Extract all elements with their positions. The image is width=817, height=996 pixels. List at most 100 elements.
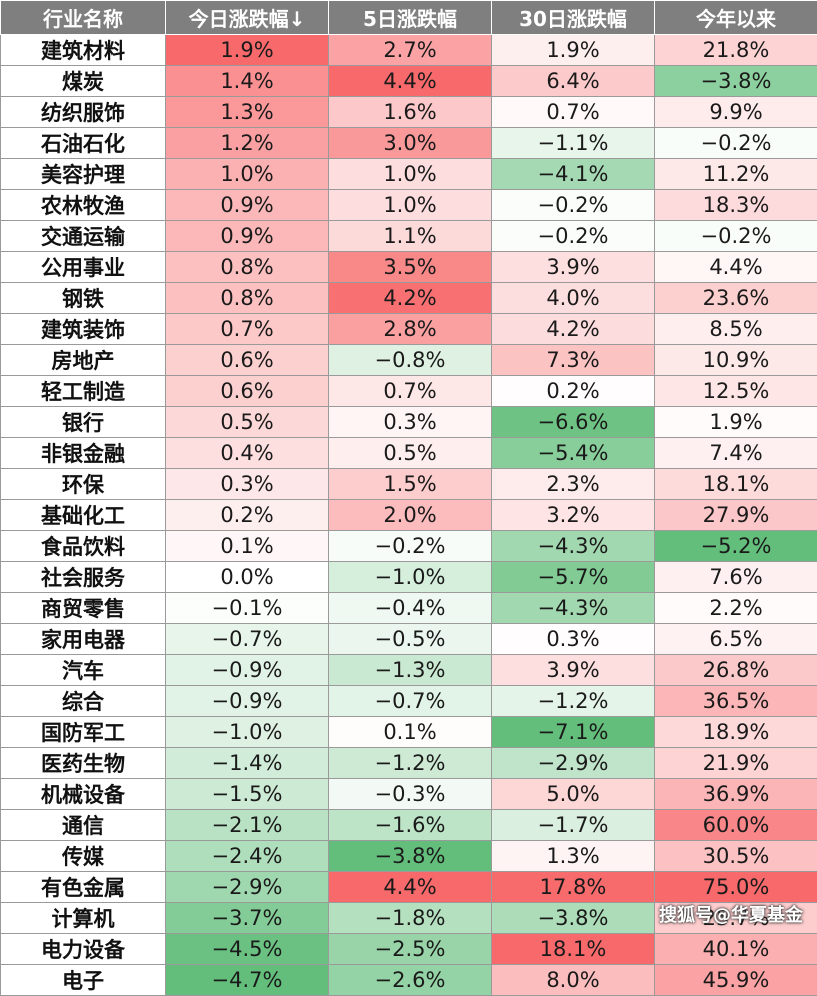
5day-change-cell: 1.6% <box>329 97 492 128</box>
industry-name-cell: 机械设备 <box>1 779 166 810</box>
industry-name-cell: 国防军工 <box>1 717 166 748</box>
30day-change-cell: 7.3% <box>492 345 655 376</box>
today-change-cell: −1.4% <box>166 748 329 779</box>
column-header-industry[interactable]: 行业名称 <box>1 1 166 35</box>
industry-name-cell: 基础化工 <box>1 500 166 531</box>
5day-change-cell: −0.5% <box>329 624 492 655</box>
5day-change-cell: 1.5% <box>329 469 492 500</box>
industry-name-cell: 家用电器 <box>1 624 166 655</box>
today-change-cell: −2.1% <box>166 810 329 841</box>
ytd-change-cell: 60.0% <box>655 810 817 841</box>
5day-change-cell: 2.8% <box>329 314 492 345</box>
ytd-change-cell: 11.2% <box>655 159 817 190</box>
30day-change-cell: 17.8% <box>492 872 655 903</box>
5day-change-cell: −2.6% <box>329 965 492 996</box>
ytd-change-cell: 18.1% <box>655 469 817 500</box>
industry-name-cell: 商贸零售 <box>1 593 166 624</box>
column-header-5day-change[interactable]: 5日涨跌幅 <box>329 1 492 35</box>
5day-change-cell: −1.6% <box>329 810 492 841</box>
today-change-cell: 0.8% <box>166 283 329 314</box>
30day-change-cell: 0.2% <box>492 376 655 407</box>
5day-change-cell: −0.8% <box>329 345 492 376</box>
today-change-cell: −3.7% <box>166 903 329 934</box>
30day-change-cell: 0.3% <box>492 624 655 655</box>
today-change-cell: 0.3% <box>166 469 329 500</box>
ytd-change-cell: 7.4% <box>655 438 817 469</box>
industry-name-cell: 食品饮料 <box>1 531 166 562</box>
industry-name-cell: 钢铁 <box>1 283 166 314</box>
today-change-cell: −2.4% <box>166 841 329 872</box>
table-row: 机械设备−1.5%−0.3%5.0%36.9% <box>1 779 817 810</box>
industry-name-cell: 建筑材料 <box>1 35 166 66</box>
table-row: 通信−2.1%−1.6%−1.7%60.0% <box>1 810 817 841</box>
ytd-change-cell: −0.2% <box>655 128 817 159</box>
industry-name-cell: 综合 <box>1 686 166 717</box>
industry-name-cell: 计算机 <box>1 903 166 934</box>
column-header-today-change[interactable]: 今日涨跌幅↓ <box>166 1 329 35</box>
30day-change-cell: 6.4% <box>492 66 655 97</box>
column-header-ytd-change[interactable]: 今年以来 <box>655 1 817 35</box>
ytd-change-cell: −5.2% <box>655 531 817 562</box>
5day-change-cell: 1.0% <box>329 190 492 221</box>
today-change-cell: 1.3% <box>166 97 329 128</box>
today-change-cell: −2.9% <box>166 872 329 903</box>
industry-name-cell: 电力设备 <box>1 934 166 965</box>
ytd-change-cell: 27.9% <box>655 500 817 531</box>
30day-change-cell: 1.3% <box>492 841 655 872</box>
industry-name-cell: 社会服务 <box>1 562 166 593</box>
today-change-cell: −4.5% <box>166 934 329 965</box>
5day-change-cell: −1.3% <box>329 655 492 686</box>
30day-change-cell: 4.2% <box>492 314 655 345</box>
today-change-cell: 0.1% <box>166 531 329 562</box>
ytd-change-cell: 10.9% <box>655 345 817 376</box>
30day-change-cell: −0.2% <box>492 190 655 221</box>
today-change-cell: 1.0% <box>166 159 329 190</box>
header-row: 行业名称 今日涨跌幅↓ 5日涨跌幅 30日涨跌幅 今年以来 <box>1 1 817 35</box>
watermark: 搜狐号@华夏基金 <box>659 901 803 927</box>
30day-change-cell: −4.3% <box>492 531 655 562</box>
industry-name-cell: 交通运输 <box>1 221 166 252</box>
30day-change-cell: 2.3% <box>492 469 655 500</box>
5day-change-cell: 3.5% <box>329 252 492 283</box>
today-change-cell: 0.5% <box>166 407 329 438</box>
industry-name-cell: 电子 <box>1 965 166 996</box>
today-change-cell: −0.7% <box>166 624 329 655</box>
30day-change-cell: −0.2% <box>492 221 655 252</box>
table-row: 商贸零售−0.1%−0.4%−4.3%2.2% <box>1 593 817 624</box>
table-row: 医药生物−1.4%−1.2%−2.9%21.9% <box>1 748 817 779</box>
today-change-cell: −1.0% <box>166 717 329 748</box>
30day-change-cell: 18.1% <box>492 934 655 965</box>
today-change-cell: 0.9% <box>166 221 329 252</box>
30day-change-cell: 0.7% <box>492 97 655 128</box>
industry-name-cell: 石油石化 <box>1 128 166 159</box>
column-header-30day-change[interactable]: 30日涨跌幅 <box>492 1 655 35</box>
5day-change-cell: 0.3% <box>329 407 492 438</box>
30day-change-cell: −1.7% <box>492 810 655 841</box>
5day-change-cell: 0.7% <box>329 376 492 407</box>
ytd-change-cell: 36.5% <box>655 686 817 717</box>
today-change-cell: 0.7% <box>166 314 329 345</box>
today-change-cell: 0.0% <box>166 562 329 593</box>
5day-change-cell: 2.7% <box>329 35 492 66</box>
ytd-change-cell: −3.8% <box>655 66 817 97</box>
ytd-change-cell: 18.9% <box>655 717 817 748</box>
ytd-change-cell: 26.8% <box>655 655 817 686</box>
table-row: 有色金属−2.9%4.4%17.8%75.0% <box>1 872 817 903</box>
ytd-change-cell: 21.9% <box>655 748 817 779</box>
5day-change-cell: −1.8% <box>329 903 492 934</box>
5day-change-cell: −1.2% <box>329 748 492 779</box>
industry-name-cell: 有色金属 <box>1 872 166 903</box>
30day-change-cell: −1.1% <box>492 128 655 159</box>
